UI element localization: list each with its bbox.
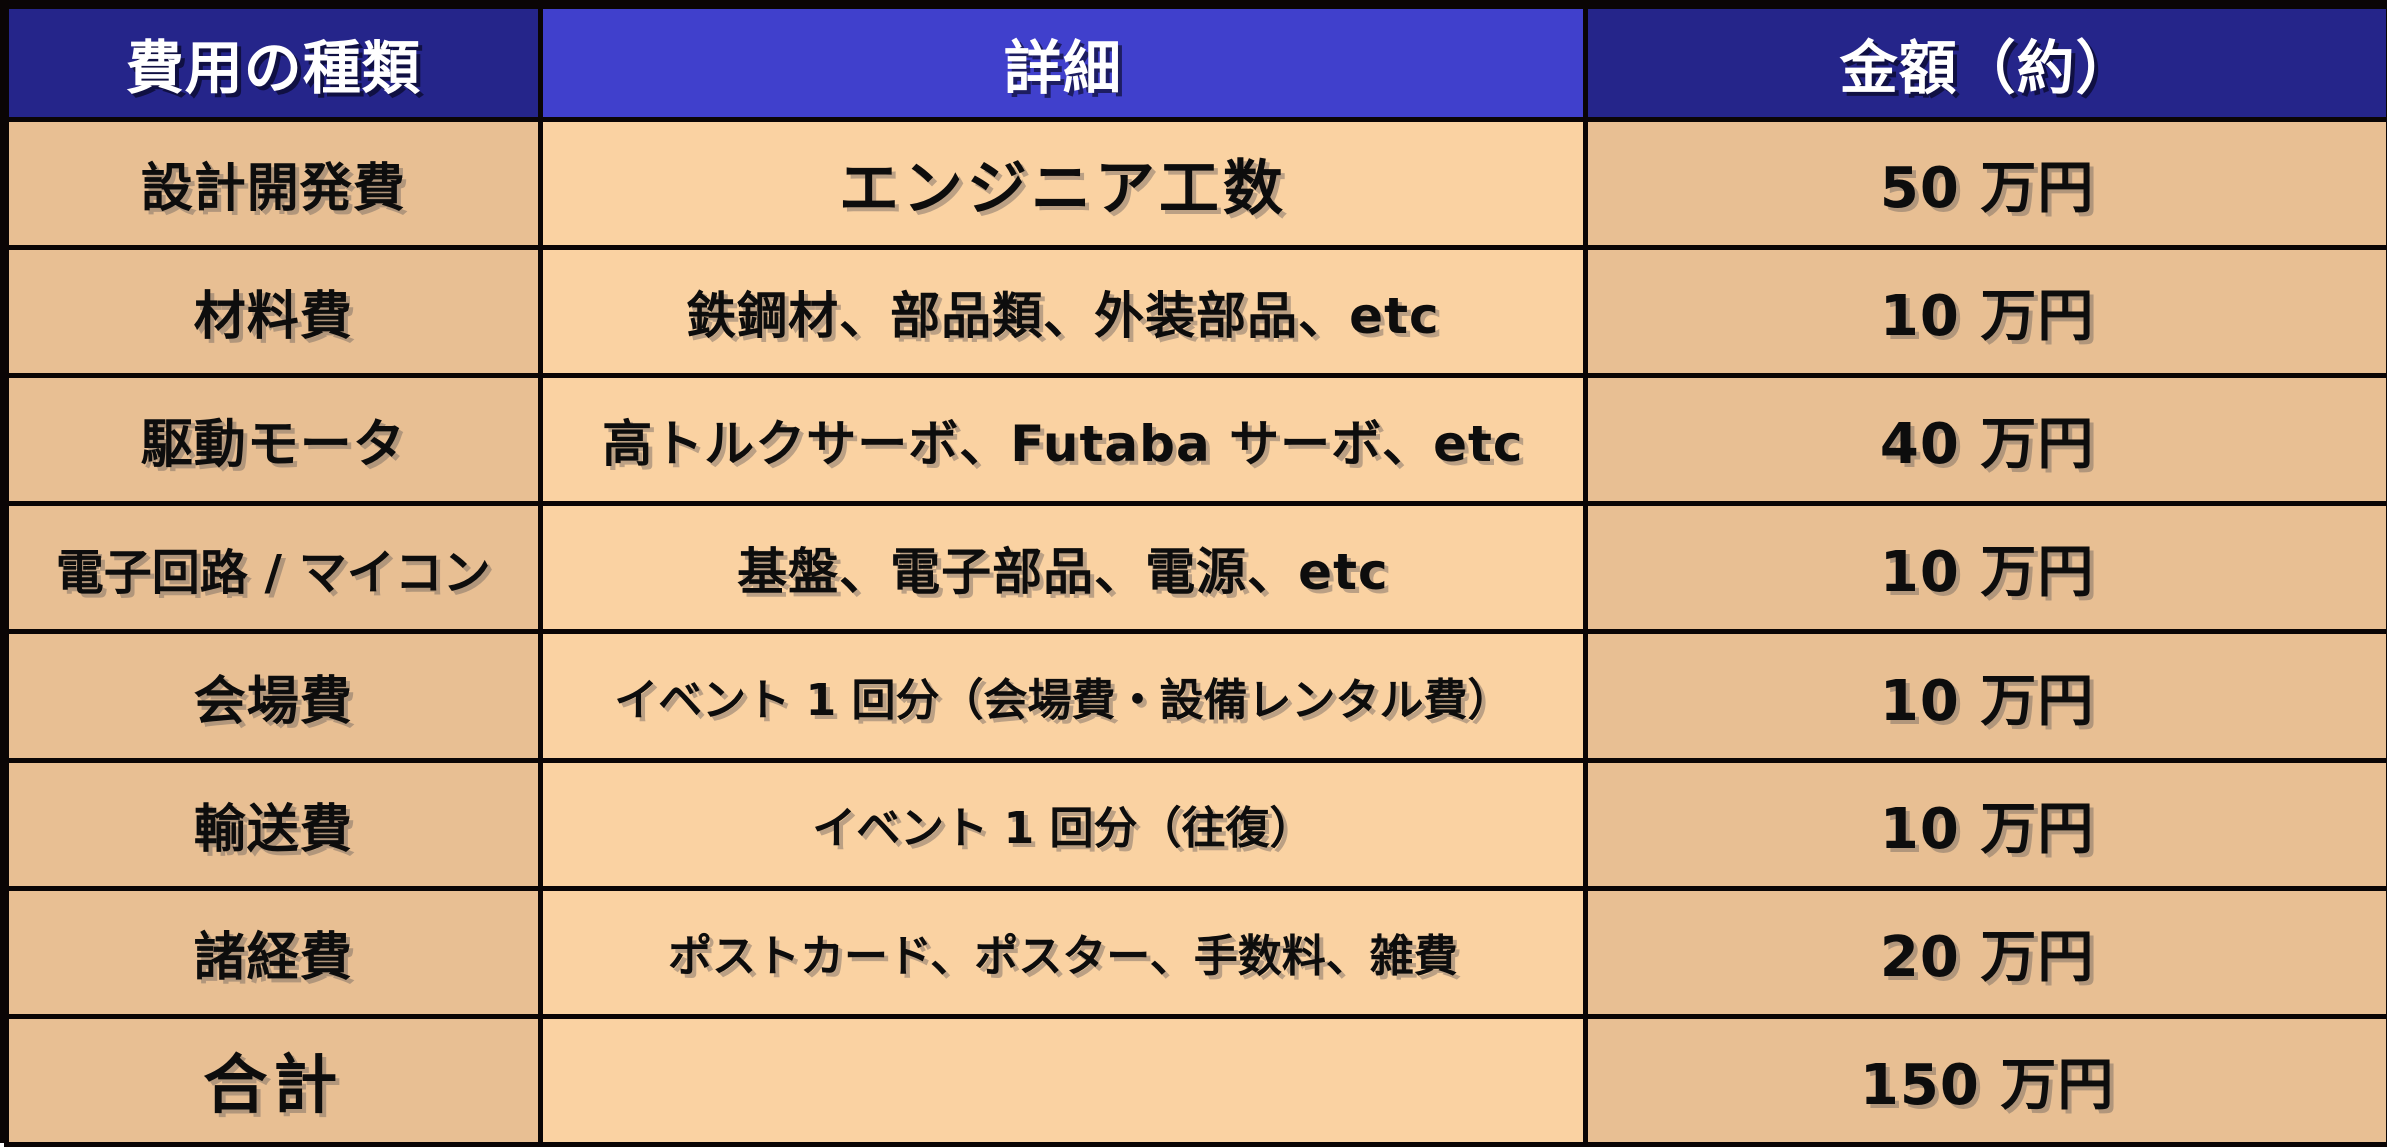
category-cell: 会場費 <box>7 632 541 760</box>
detail-cell: 基盤、電子部品、電源、etc <box>540 504 1586 632</box>
category-cell: 諸経費 <box>7 888 541 1016</box>
category-cell-total: 合計 <box>7 1016 541 1144</box>
column-header-detail: 詳細 <box>540 7 1586 120</box>
table-row: 輸送費 イベント 1 回分（往復） 10 万円 <box>7 760 2387 888</box>
category-cell: 輸送費 <box>7 760 541 888</box>
detail-cell: 鉄鋼材、部品類、外装部品、etc <box>540 248 1586 376</box>
category-cell: 設計開発費 <box>7 119 541 247</box>
amount-cell: 40 万円 <box>1586 376 2387 504</box>
amount-cell-total: 150 万円 <box>1586 1016 2387 1144</box>
cost-breakdown-table: 費用の種類 詳細 金額（約） 設計開発費 エンジニア工数 50 万円 材料費 鉄… <box>4 4 2387 1147</box>
table-header-row: 費用の種類 詳細 金額（約） <box>7 7 2387 120</box>
table-row: 電子回路 / マイコン 基盤、電子部品、電源、etc 10 万円 <box>7 504 2387 632</box>
category-cell: 材料費 <box>7 248 541 376</box>
amount-cell: 10 万円 <box>1586 504 2387 632</box>
detail-cell: イベント 1 回分（会場費・設備レンタル費） <box>540 632 1586 760</box>
table-row: 諸経費 ポストカード、ポスター、手数料、雑費 20 万円 <box>7 888 2387 1016</box>
amount-cell: 10 万円 <box>1586 760 2387 888</box>
table-row: 材料費 鉄鋼材、部品類、外装部品、etc 10 万円 <box>7 248 2387 376</box>
table-row: 駆動モータ 高トルクサーボ、Futaba サーボ、etc 40 万円 <box>7 376 2387 504</box>
category-cell: 電子回路 / マイコン <box>7 504 541 632</box>
amount-cell: 20 万円 <box>1586 888 2387 1016</box>
table-row-total: 合計 150 万円 <box>7 1016 2387 1144</box>
amount-cell: 10 万円 <box>1586 632 2387 760</box>
table-row: 会場費 イベント 1 回分（会場費・設備レンタル費） 10 万円 <box>7 632 2387 760</box>
category-cell: 駆動モータ <box>7 376 541 504</box>
column-header-amount: 金額（約） <box>1586 7 2387 120</box>
amount-cell: 10 万円 <box>1586 248 2387 376</box>
table-row: 設計開発費 エンジニア工数 50 万円 <box>7 119 2387 247</box>
detail-cell: エンジニア工数 <box>540 119 1586 247</box>
amount-cell: 50 万円 <box>1586 119 2387 247</box>
detail-cell-empty <box>540 1016 1586 1144</box>
detail-cell: イベント 1 回分（往復） <box>540 760 1586 888</box>
detail-cell: 高トルクサーボ、Futaba サーボ、etc <box>540 376 1586 504</box>
column-header-category: 費用の種類 <box>7 7 541 120</box>
detail-cell: ポストカード、ポスター、手数料、雑費 <box>540 888 1586 1016</box>
